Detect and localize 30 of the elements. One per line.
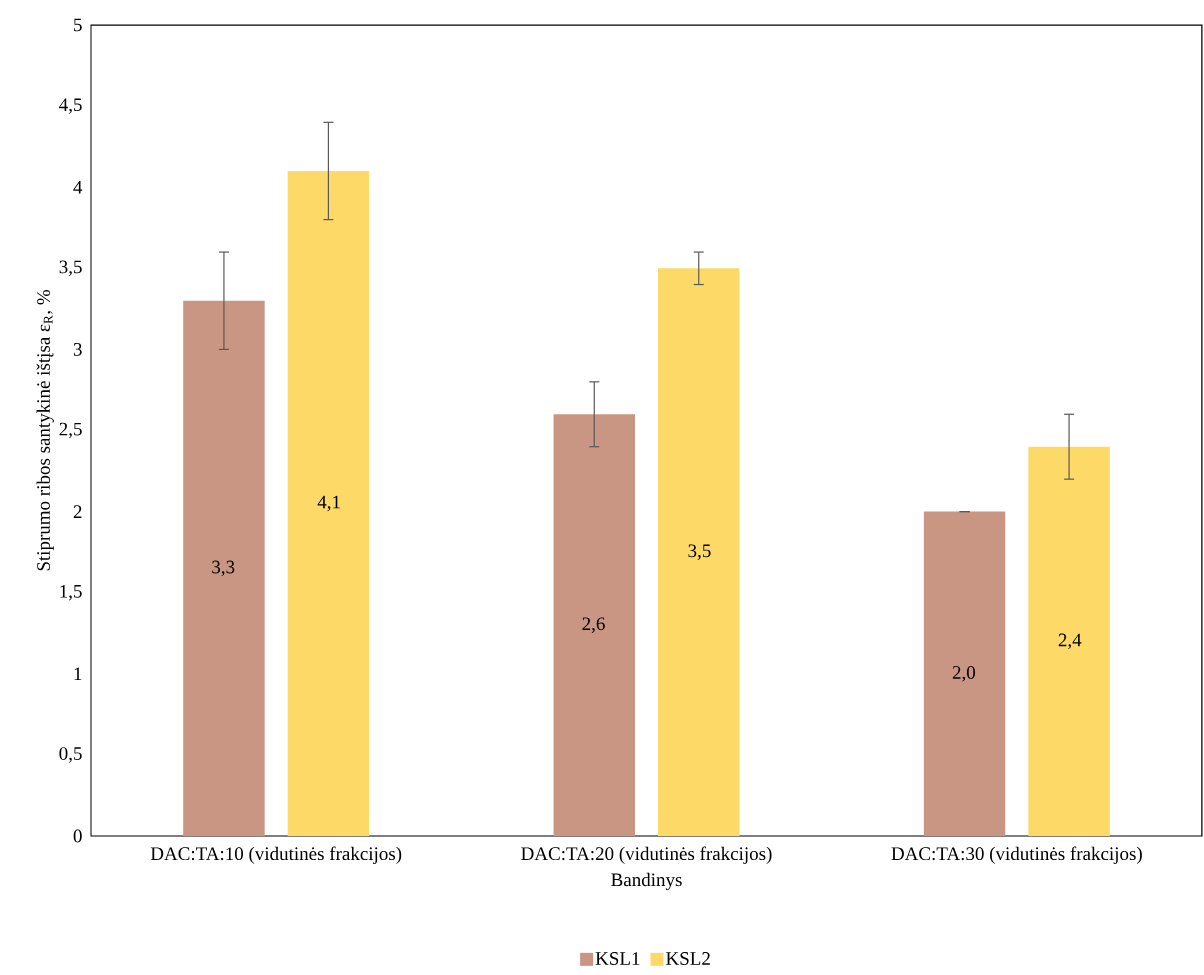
x-axis-title: Bandinys [611, 872, 682, 891]
y-axis-title: Stiprumo ribos santykinė ištįsa ε$_{R}$, % [36, 290, 54, 571]
data-label: 2,4 [1058, 633, 1082, 650]
legend-label: KSL1 [595, 952, 640, 965]
x-tick-label: DAC:TA:10 (vidutinės frakcijos) [150, 846, 402, 864]
data-label: 3,5 [688, 544, 711, 560]
y-tick-label: 4 [73, 180, 83, 194]
y-tick-label: 1,5 [60, 584, 82, 601]
bar [287, 170, 370, 836]
x-tick-label: DAC:TA:30 (vidutinės frakcijos) [891, 846, 1142, 864]
data-label: 3,3 [212, 560, 235, 577]
y-tick-label: 0 [73, 829, 82, 843]
data-label: 4,1 [317, 495, 340, 512]
y-tick-label: 5 [74, 18, 82, 32]
y-tick-label: 2 [73, 505, 82, 518]
y-tick-label: 3 [73, 343, 82, 356]
y-tick-label: 1 [74, 667, 82, 681]
data-label: 2,0 [952, 666, 976, 682]
x-tick-label: DAC:TA:20 (vidutinės frakcijos) [521, 846, 772, 864]
y-tick-label: 0,5 [59, 747, 82, 763]
bar [553, 414, 635, 836]
data-label: 2,6 [582, 617, 605, 633]
legend-label: KSL2 [666, 952, 710, 965]
bar [658, 268, 740, 836]
bar [183, 300, 265, 836]
y-tick-label: 2,5 [59, 422, 82, 439]
bar [923, 511, 1006, 836]
bar [1028, 446, 1110, 836]
y-tick-label: 3,5 [59, 260, 82, 277]
y-tick-label: 4,5 [59, 98, 82, 114]
